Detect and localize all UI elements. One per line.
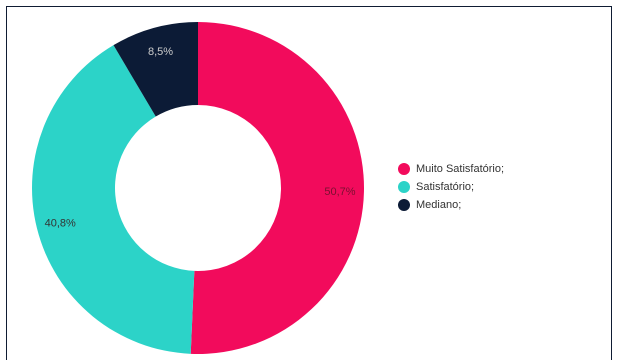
chart-legend: Muito Satisfatório; Satisfatório; Median… <box>398 160 504 214</box>
legend-item-satisfatorio: Satisfatório; <box>398 178 504 196</box>
legend-label-mediano: Mediano; <box>416 199 462 211</box>
data-label-satisfatorio: 40,8% <box>45 217 76 229</box>
donut-slice-satisfatorio <box>32 45 195 354</box>
legend-swatch-satisfatorio <box>398 181 410 193</box>
legend-swatch-muito-satisfatorio <box>398 163 410 175</box>
legend-swatch-mediano <box>398 199 410 211</box>
data-label-mediano: 8,5% <box>148 46 173 58</box>
legend-item-mediano: Mediano; <box>398 196 504 214</box>
data-label-muito-satisfatorio: 50,7% <box>324 186 355 198</box>
legend-item-muito-satisfatorio: Muito Satisfatório; <box>398 160 504 178</box>
donut-slice-muito-satisfatorio <box>190 22 365 355</box>
donut-slice-mediano <box>113 22 198 117</box>
legend-label-muito-satisfatorio: Muito Satisfatório; <box>416 163 505 175</box>
legend-label-satisfatorio: Satisfatório; <box>416 181 475 193</box>
